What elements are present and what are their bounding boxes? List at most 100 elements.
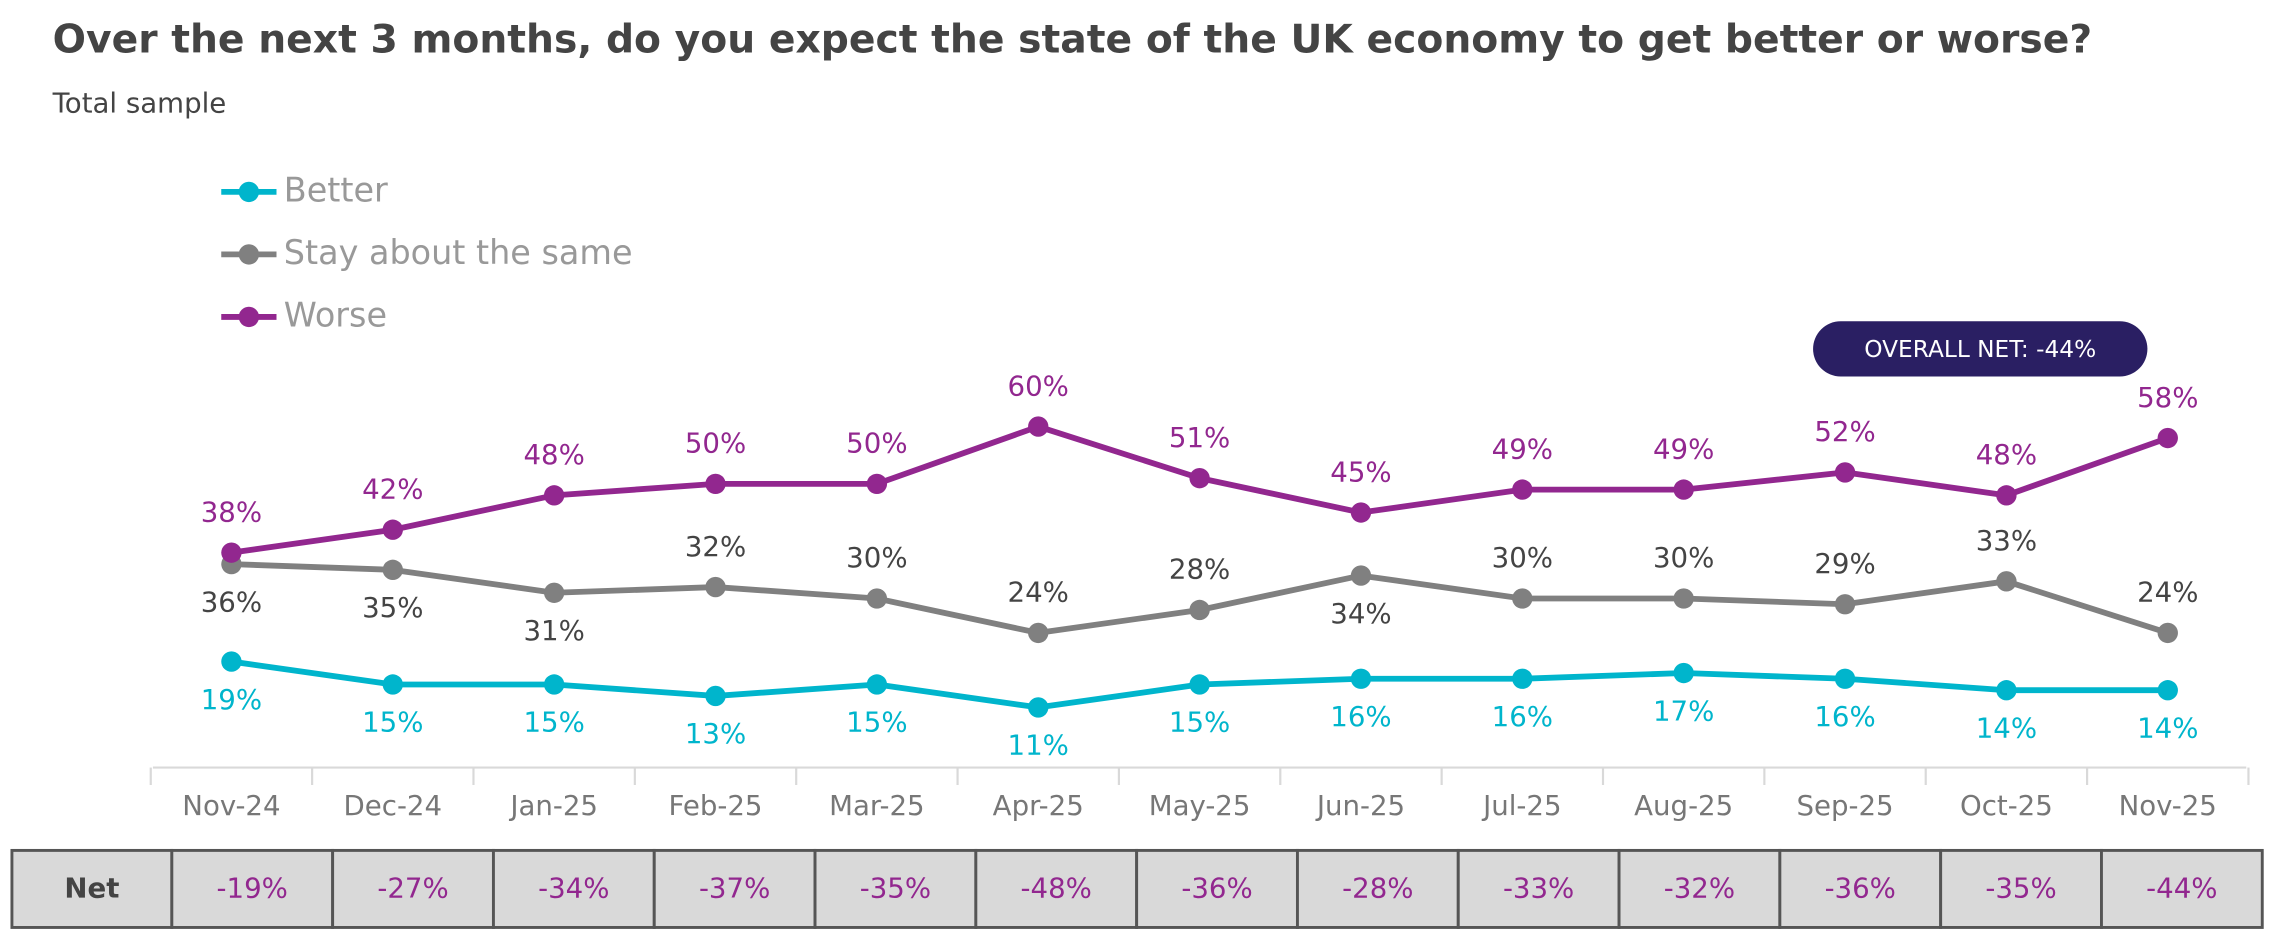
x-tick-label: Jun-25 <box>1315 789 1405 822</box>
point <box>705 473 726 495</box>
table-cell <box>1295 848 1460 929</box>
annotation: OVERALL NET: -44% <box>1864 336 2096 363</box>
table-row-label: Net <box>64 872 119 905</box>
point <box>1996 680 2017 701</box>
data-label: 49% <box>1653 432 1714 465</box>
point <box>543 582 565 603</box>
data-label: 48% <box>1976 438 2037 471</box>
x-tick-label: May-25 <box>1149 789 1251 822</box>
chart-subtitle: Total sample <box>52 87 227 120</box>
x-tick-label: Jul-25 <box>1481 789 1561 822</box>
legend-label: Better <box>284 170 388 209</box>
point <box>1028 622 1049 644</box>
data-label: 48% <box>523 438 584 471</box>
point <box>382 519 403 540</box>
table-value: -34% <box>538 872 609 905</box>
table-value: -35% <box>860 872 931 905</box>
data-label: 15% <box>846 706 907 739</box>
table-value: -36% <box>1181 872 1252 905</box>
x-tick-label: Feb-25 <box>669 789 763 822</box>
data-label: 45% <box>1330 455 1391 488</box>
point <box>1028 416 1049 437</box>
data-label: 15% <box>362 706 423 739</box>
point <box>1512 479 1533 500</box>
point <box>221 651 242 672</box>
point <box>1028 697 1049 718</box>
data-label: 52% <box>1814 415 1875 448</box>
table-value: -28% <box>1342 872 1413 905</box>
table-value: -27% <box>377 872 448 905</box>
data-label: 32% <box>685 530 746 563</box>
data-label: 15% <box>523 706 584 739</box>
data-label: 31% <box>523 614 584 647</box>
point <box>1996 571 2017 592</box>
table-cell <box>170 848 335 929</box>
legend-label: Stay about the same <box>284 233 633 272</box>
data-label: 35% <box>362 591 423 624</box>
table-cell <box>1939 848 2103 929</box>
x-tick-label: Jan-25 <box>508 789 598 822</box>
x-tick-label: Nov-24 <box>182 789 280 822</box>
data-label: 30% <box>1492 541 1553 574</box>
point <box>543 674 565 695</box>
point <box>1189 599 1210 621</box>
table-value: -37% <box>699 872 770 905</box>
data-label: 13% <box>685 717 746 750</box>
data-label: 38% <box>201 495 262 528</box>
point <box>2157 427 2178 449</box>
point <box>1350 565 1372 586</box>
legend-marker <box>238 306 260 328</box>
data-label: 60% <box>1008 369 1069 402</box>
data-label: 49% <box>1492 432 1553 465</box>
table-value: -33% <box>1503 872 1574 905</box>
x-tick-label: Aug-25 <box>1634 789 1733 822</box>
data-label: 33% <box>1976 524 2037 557</box>
point <box>1350 668 1372 689</box>
table-cell <box>1778 848 1943 929</box>
data-label: 17% <box>1653 694 1714 727</box>
table-cell <box>652 848 817 929</box>
point <box>543 485 565 506</box>
data-label: 15% <box>1169 706 1230 739</box>
x-tick-label: Apr-25 <box>993 789 1084 822</box>
point <box>1512 668 1533 689</box>
point <box>705 576 726 598</box>
data-label: 16% <box>1330 700 1391 733</box>
point <box>705 685 726 707</box>
data-label: 29% <box>1814 547 1875 580</box>
table-value: -36% <box>1825 872 1896 905</box>
data-label: 34% <box>1330 597 1391 630</box>
point <box>1189 674 1210 695</box>
data-label: 50% <box>846 427 907 460</box>
data-label: 24% <box>2137 576 2198 609</box>
point <box>1673 479 1694 500</box>
point <box>1189 467 1210 489</box>
data-label: 30% <box>1653 541 1714 574</box>
legend-marker <box>238 244 260 265</box>
data-label: 58% <box>2137 381 2198 414</box>
legend-label: Worse <box>284 295 387 334</box>
data-label: 16% <box>1814 700 1875 733</box>
point <box>1834 594 1856 615</box>
table-cell <box>974 848 1139 929</box>
x-tick-label: Oct-25 <box>1960 789 2053 822</box>
point <box>1996 485 2017 506</box>
table-cell <box>1456 848 1621 929</box>
data-label: 51% <box>1169 421 1230 454</box>
table-cell <box>10 848 174 929</box>
data-label: 30% <box>846 541 907 574</box>
point <box>1834 462 1856 483</box>
data-label: 14% <box>2137 711 2198 744</box>
point <box>1350 502 1372 523</box>
data-label: 19% <box>201 683 262 716</box>
point <box>1673 662 1694 684</box>
table-value: -48% <box>1021 872 1092 905</box>
data-label: 42% <box>362 472 423 505</box>
point <box>866 588 888 609</box>
data-label: 11% <box>1008 729 1069 762</box>
table-cell <box>2100 848 2264 929</box>
x-tick-label: Sep-25 <box>1796 789 1893 822</box>
data-label: 36% <box>201 585 262 618</box>
